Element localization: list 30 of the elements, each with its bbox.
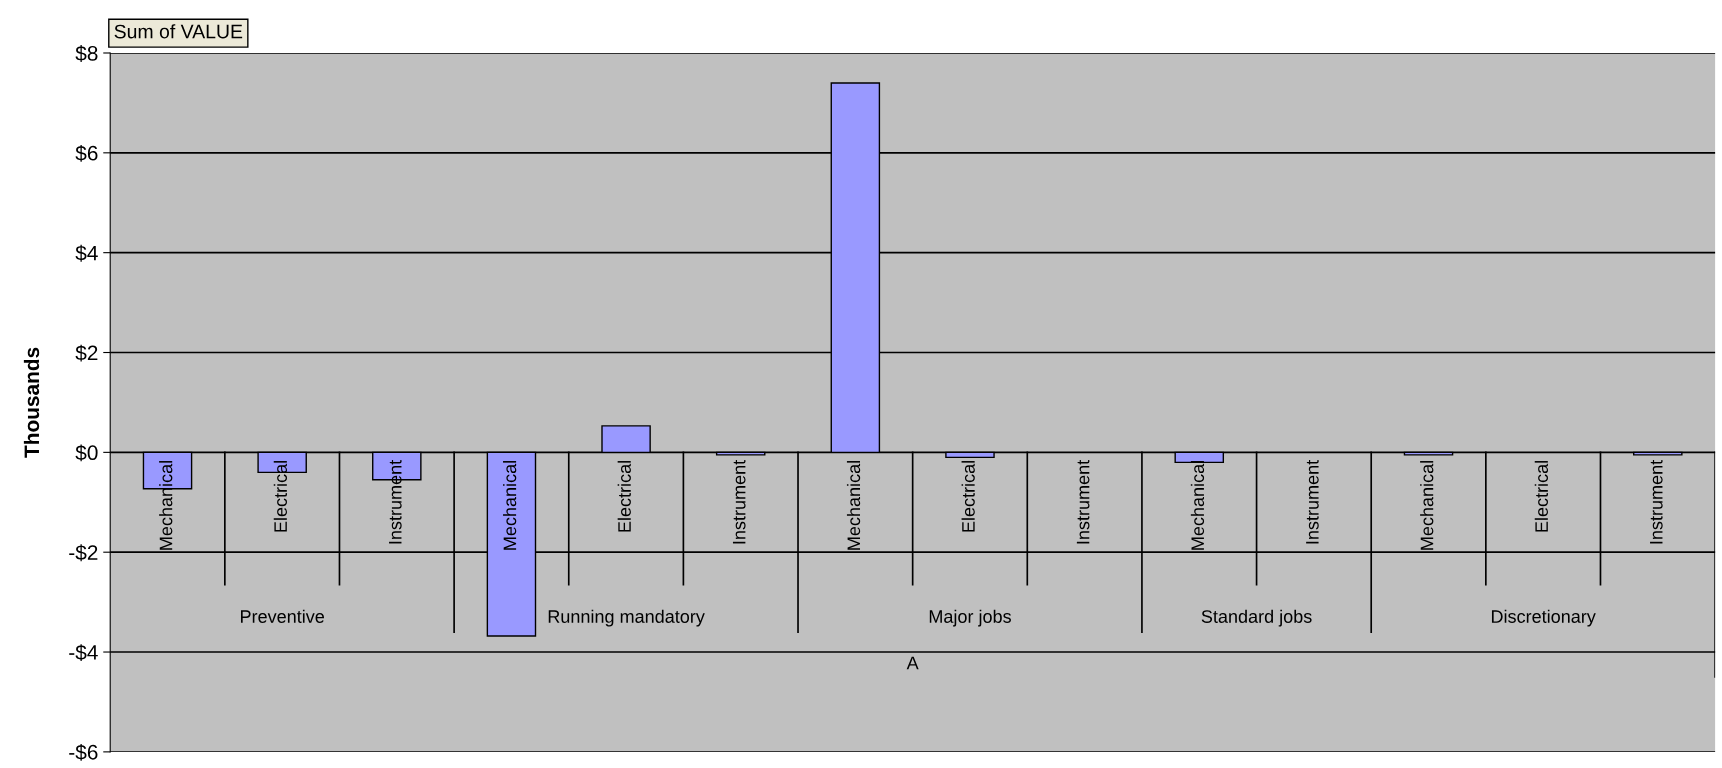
- annotation: Standard jobs: [1201, 609, 1312, 627]
- annotation: Major jobs: [929, 609, 1011, 627]
- x-tick-label: Electrical: [1534, 461, 1548, 532]
- x-tick-label: Instrument: [1650, 459, 1663, 544]
- y-tick-label: -$4: [69, 644, 98, 662]
- x-tick-label: Instrument: [1306, 459, 1319, 544]
- y-tick-label: $4: [75, 244, 98, 262]
- annotation: Discretionary: [1491, 609, 1596, 627]
- annotation: A: [906, 656, 919, 670]
- x-tick-label: Instrument: [1076, 459, 1090, 544]
- y-tick-label: $0: [75, 444, 98, 462]
- x-tick-label: Instrument: [732, 459, 746, 544]
- x-tick-label: Mechanical: [1420, 461, 1434, 550]
- x-tick-label: Mechanical: [503, 461, 517, 550]
- annotation: Preventive: [240, 609, 325, 623]
- x-tick-label: Electrical: [617, 461, 631, 532]
- annotation: Running mandatory: [548, 609, 705, 627]
- x-tick-label: Mechanical: [846, 461, 861, 550]
- y-tick-label: $2: [75, 344, 98, 362]
- x-tick-label: Electrical: [961, 461, 975, 532]
- x-tick-label: Electrical: [273, 461, 288, 532]
- x-tick-label: Mechanical: [1190, 461, 1205, 550]
- text: Sum of VALUE: [114, 24, 243, 39]
- y-tick-label: $6: [75, 144, 98, 162]
- y-axis-title: Thousands: [23, 347, 40, 458]
- x-tick-label: Instrument: [389, 459, 402, 544]
- x-tick-label: Mechanical: [159, 461, 173, 550]
- y-tick-label: -$6: [69, 744, 98, 761]
- y-tick-label: $8: [75, 45, 98, 62]
- y-tick-label: -$2: [69, 544, 98, 562]
